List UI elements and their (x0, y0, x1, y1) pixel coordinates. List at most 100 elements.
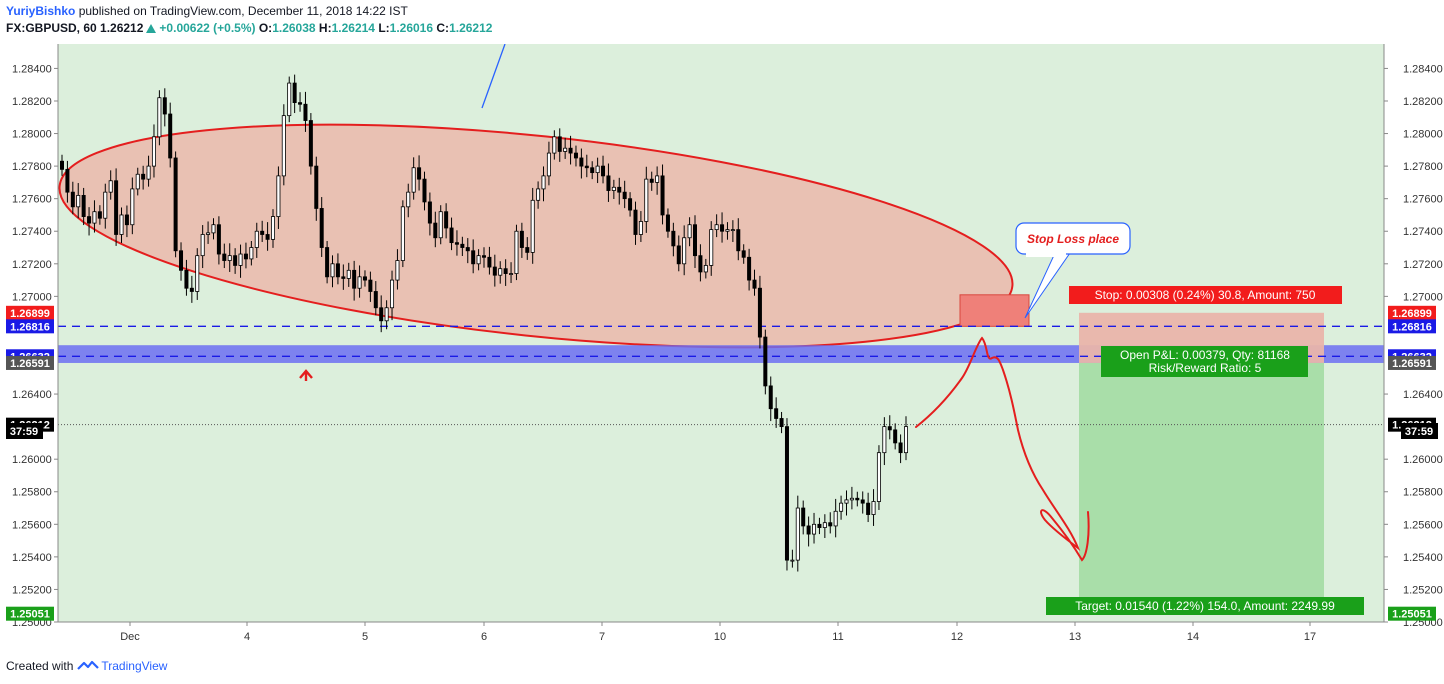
candle (60, 154, 65, 176)
candle (87, 207, 92, 236)
publish-line: YuriyBishko published on TradingView.com… (6, 4, 408, 18)
candle (233, 248, 238, 274)
y-tick-label-left: 1.27400 (12, 226, 52, 238)
candle (406, 183, 411, 218)
close-label: C: (436, 21, 450, 35)
candle (130, 177, 135, 235)
close-value: 1.26212 (449, 21, 493, 35)
y-axis-left[interactable]: 1.28400 1.28200 1.28000 1.27800 1.27600 1.274… (12, 63, 58, 629)
candle (871, 489, 876, 526)
candle (395, 249, 400, 290)
candle (357, 265, 362, 298)
candle (438, 205, 443, 245)
candle (774, 397, 779, 428)
candle (552, 130, 557, 160)
candle (806, 516, 811, 547)
candle (211, 218, 216, 240)
candle (882, 417, 887, 466)
candle (422, 171, 427, 211)
author-name[interactable]: YuriyBishko (6, 4, 76, 18)
tradingview-brand[interactable]: TradingView (101, 659, 168, 673)
projection-drawing[interactable] (915, 336, 1090, 562)
candle (476, 249, 481, 271)
svg-text:1.25051: 1.25051 (1392, 609, 1432, 621)
y-tick-label-left: 1.25800 (12, 487, 52, 499)
y-tick-label-left: 1.27000 (12, 291, 52, 303)
candle (362, 270, 367, 287)
candle (617, 177, 622, 205)
candle (417, 155, 422, 191)
candle (368, 271, 373, 302)
candle (525, 237, 530, 260)
candle (124, 205, 129, 238)
candle (828, 512, 833, 534)
price-change: +0.00622 (+0.5%) (159, 21, 256, 35)
candle (671, 222, 676, 257)
candle (665, 208, 670, 238)
candle (335, 253, 340, 285)
candle (611, 179, 616, 200)
candle (644, 166, 649, 233)
open-label: O: (258, 21, 273, 35)
y-tick-label-right: 1.27000 (1403, 291, 1443, 303)
y-tick-label-left: 1.27200 (12, 259, 52, 271)
candle (281, 104, 286, 186)
candle (270, 209, 275, 248)
price-label: 1.26816 (1388, 319, 1436, 334)
candle (519, 222, 524, 258)
x-tick-label: 12 (951, 631, 963, 643)
candle (601, 155, 606, 184)
target-label: Target: 0.01540 (1.22%) 154.0, Amount: 2… (1075, 599, 1335, 613)
stop-loss-callout[interactable]: Stop Loss place (1015, 222, 1131, 319)
candle (135, 167, 140, 196)
candle (866, 492, 871, 523)
candle (546, 141, 551, 186)
candle (839, 495, 844, 520)
candle (698, 244, 703, 282)
y-tick-label-right: 1.27600 (1403, 194, 1443, 206)
candle (179, 242, 184, 281)
candle (720, 212, 725, 243)
wedge-ellipse[interactable] (49, 86, 1023, 385)
candle (622, 180, 627, 209)
candle (536, 181, 541, 209)
candle (433, 211, 438, 248)
candle (222, 243, 227, 269)
candle (898, 434, 903, 464)
svg-text:1.26899: 1.26899 (10, 308, 50, 320)
x-axis[interactable]: Dec 4 5 6 7 10 11 12 13 14 17 (120, 622, 1316, 643)
candle (216, 216, 221, 265)
candle (460, 236, 465, 256)
candle (319, 197, 324, 257)
candle (904, 416, 909, 461)
candle (514, 224, 519, 281)
candle (752, 269, 757, 296)
countdown-left-text: 37:59 (10, 426, 38, 438)
high-label: H: (318, 21, 332, 35)
candle (76, 183, 81, 219)
up-arrow-icon (299, 369, 313, 381)
stop-loss-marker[interactable] (959, 294, 1030, 327)
candle (162, 88, 167, 127)
candle (844, 490, 849, 516)
candle (146, 155, 151, 187)
svg-text:1.26591: 1.26591 (10, 358, 50, 370)
y-tick-label-left: 1.26000 (12, 454, 52, 466)
y-tick-label-left: 1.27800 (12, 161, 52, 173)
target-zone[interactable] (1079, 362, 1324, 614)
y-tick-label-left: 1.28400 (12, 63, 52, 75)
y-tick-label-right: 1.26400 (1403, 389, 1443, 401)
stop-badge: Stop: 0.00308 (0.24%) 30.8, Amount: 750 (1069, 286, 1342, 304)
x-tick-label: 10 (714, 631, 726, 643)
candle (449, 217, 454, 251)
candle (465, 238, 470, 264)
x-tick-label: Dec (120, 631, 140, 643)
price-label: 1.25051 (1388, 606, 1436, 621)
y-tick-label-left: 1.25400 (12, 552, 52, 564)
countdown-left: 37:59 (6, 423, 43, 439)
y-axis-right[interactable]: 1.28400 1.28200 1.28000 1.27800 1.27600 1.274… (1384, 63, 1443, 629)
candle (812, 512, 817, 544)
price-label: 1.26816 (6, 319, 54, 334)
ohlc-line: FX:GBPUSD, 60 1.26212 +0.00622 (+0.5%) O:… (6, 21, 492, 35)
